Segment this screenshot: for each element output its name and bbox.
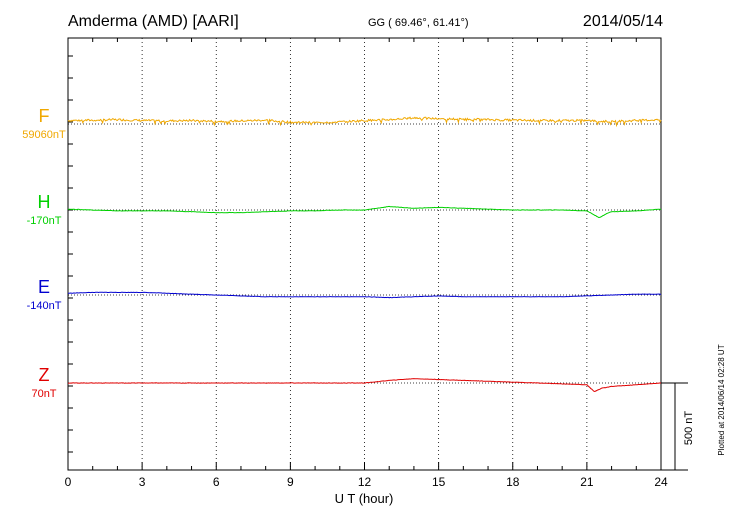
scale-bar-label: 500 nT [683,411,695,446]
series-baseline-E: -140nT [27,300,62,312]
series-baseline-Z: 70nT [31,388,56,400]
series-name-E: E [38,277,50,297]
x-tick-label: 15 [432,475,446,489]
series-name-F: F [39,106,50,126]
x-axis-label: U T (hour) [335,491,394,506]
x-tick-label: 24 [654,475,668,489]
station-title: Amderma (AMD) [AARI] [68,13,239,30]
scale-bar: 500 nT [661,382,695,471]
x-tick-label: 12 [358,475,372,489]
series-line-Z [67,378,662,393]
x-tick-label: 9 [287,475,294,489]
x-ticks: 0 3 6 9 12 15 18 21 24 [65,462,668,489]
plotted-at-text: Plotted at 2014/06/14 02:28 UT [717,344,726,455]
station-coords: GG ( 69.46°, 61.41°) [368,17,469,29]
series-name-H: H [38,192,51,212]
x-tick-label: 21 [580,475,594,489]
grid-lines [141,38,588,470]
series-baseline-H: -170nT [27,215,62,227]
series-line-E [68,291,661,299]
series-labels: F 59060nT H -170nT E -140nT Z 70nT [22,106,66,400]
series-baseline-F: 59060nT [22,129,66,141]
series-lines [67,116,662,393]
series-line-H [67,205,662,219]
series-name-Z: Z [39,365,50,385]
plot-date: 2014/05/14 [583,13,663,30]
series-line-F [67,116,662,128]
x-tick-label: 18 [506,475,520,489]
x-tick-label: 6 [213,475,220,489]
minor-ticks [68,38,637,470]
x-tick-label: 3 [139,475,146,489]
x-tick-label: 0 [65,475,72,489]
